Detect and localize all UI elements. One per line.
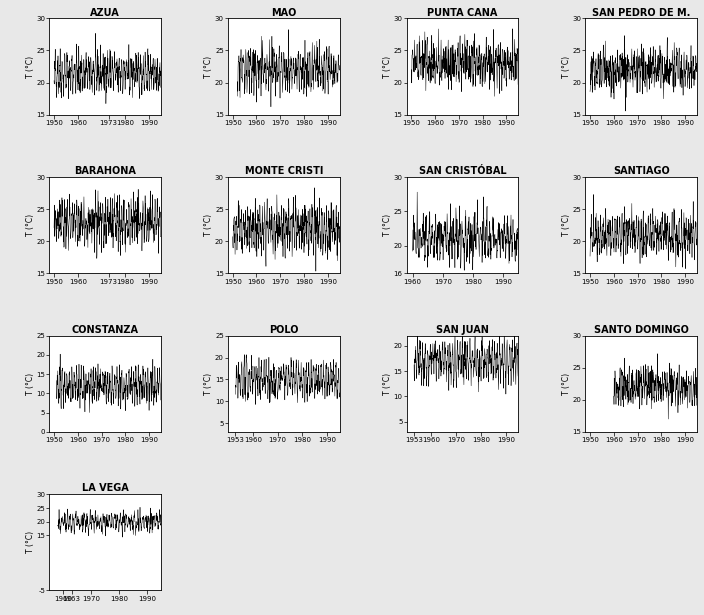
Title: BARAHONA: BARAHONA	[74, 166, 136, 177]
Y-axis label: T (°C): T (°C)	[562, 55, 571, 77]
Y-axis label: T (°C): T (°C)	[26, 214, 34, 236]
Title: POLO: POLO	[269, 325, 298, 335]
Y-axis label: T (°C): T (°C)	[204, 214, 213, 236]
Title: SAN CRISTÓBAL: SAN CRISTÓBAL	[419, 166, 506, 177]
Title: SANTIAGO: SANTIAGO	[612, 166, 670, 177]
Y-axis label: T (°C): T (°C)	[383, 373, 392, 395]
Title: MONTE CRISTI: MONTE CRISTI	[244, 166, 323, 177]
Title: SAN PEDRO DE M.: SAN PEDRO DE M.	[592, 7, 691, 18]
Y-axis label: T (°C): T (°C)	[562, 373, 571, 395]
Y-axis label: T (°C): T (°C)	[26, 55, 34, 77]
Y-axis label: T (°C): T (°C)	[204, 55, 213, 77]
Title: PUNTA CANA: PUNTA CANA	[427, 7, 498, 18]
Y-axis label: T (°C): T (°C)	[383, 55, 392, 77]
Title: LA VEGA: LA VEGA	[82, 483, 129, 493]
Y-axis label: T (°C): T (°C)	[562, 214, 571, 236]
Title: AZUA: AZUA	[90, 7, 120, 18]
Y-axis label: T (°C): T (°C)	[383, 214, 392, 236]
Y-axis label: T (°C): T (°C)	[26, 531, 34, 554]
Title: SAN JUAN: SAN JUAN	[436, 325, 489, 335]
Title: CONSTANZA: CONSTANZA	[72, 325, 139, 335]
Title: SANTO DOMINGO: SANTO DOMINGO	[593, 325, 689, 335]
Title: MAO: MAO	[271, 7, 296, 18]
Y-axis label: T (°C): T (°C)	[204, 373, 213, 395]
Y-axis label: T (°C): T (°C)	[26, 373, 34, 395]
